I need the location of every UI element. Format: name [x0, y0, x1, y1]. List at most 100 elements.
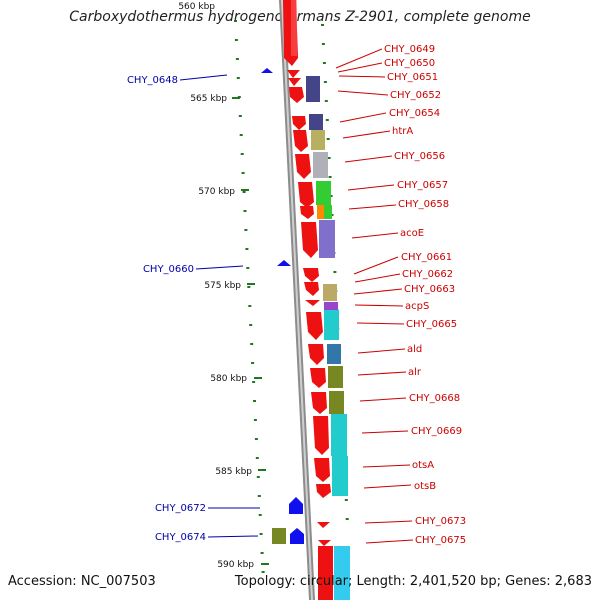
- gene-block[interactable]: [317, 205, 325, 219]
- gene-label-acoE[interactable]: acoE: [400, 228, 424, 239]
- minor-tick: [322, 62, 326, 64]
- gene-label-ald[interactable]: ald: [407, 344, 422, 355]
- gene-block[interactable]: [309, 114, 323, 130]
- gene-label-CHY_0648[interactable]: CHY_0648: [127, 75, 178, 86]
- gene-label-CHY_0658[interactable]: CHY_0658: [398, 199, 449, 210]
- cds-feature[interactable]: [303, 268, 319, 282]
- cds-feature[interactable]: [317, 522, 330, 528]
- minor-tick: [258, 514, 262, 516]
- gene-block[interactable]: [332, 456, 348, 496]
- gene-block[interactable]: [272, 528, 286, 544]
- tick-label: 565 kbp: [190, 94, 227, 104]
- cds-feature[interactable]: [308, 344, 324, 365]
- gene-label-CHY_0654[interactable]: CHY_0654: [389, 108, 440, 119]
- genome-backbone: [279, 0, 315, 600]
- cds-feature[interactable]: [314, 458, 330, 482]
- gene-feature-CHY_0660[interactable]: [277, 260, 291, 266]
- minor-tick: [234, 20, 237, 22]
- cds-feature[interactable]: [293, 130, 308, 152]
- tick-label: 580 kbp: [210, 374, 247, 384]
- cds-feature[interactable]: [318, 540, 331, 546]
- cds-feature[interactable]: [301, 222, 318, 258]
- gene-label-CHY_0650[interactable]: CHY_0650: [384, 58, 435, 69]
- gene-block[interactable]: [316, 181, 331, 205]
- tick-590: 590 kbp: [217, 560, 269, 570]
- tick-label: 590 kbp: [217, 560, 254, 570]
- gene-label-CHY_0663[interactable]: CHY_0663: [404, 284, 455, 295]
- minor-tick: [325, 119, 329, 121]
- gene-block[interactable]: [324, 310, 339, 340]
- minor-tick: [327, 157, 331, 159]
- gene-label-CHY_0662[interactable]: CHY_0662: [402, 269, 453, 280]
- cds-feature[interactable]: [310, 368, 326, 388]
- minor-tick: [241, 172, 245, 174]
- gene-label-CHY_0656[interactable]: CHY_0656: [394, 151, 445, 162]
- gene-feature-CHY_0672[interactable]: [289, 497, 303, 514]
- gene-block[interactable]: [311, 130, 325, 150]
- gene-label-CHY_0651[interactable]: CHY_0651: [387, 72, 438, 83]
- minor-tick: [243, 210, 247, 212]
- gene-block[interactable]: [324, 205, 332, 219]
- gene-label-CHY_0665[interactable]: CHY_0665: [406, 319, 457, 330]
- gene-label-CHY_0675[interactable]: CHY_0675: [415, 535, 466, 546]
- gene-label-CHY_0672[interactable]: CHY_0672: [155, 503, 206, 514]
- blue-features: [261, 68, 304, 544]
- gene-block[interactable]: [319, 220, 335, 258]
- cds-feature[interactable]: [311, 392, 327, 414]
- gene-label-CHY_0673[interactable]: CHY_0673: [415, 516, 466, 527]
- gene-block[interactable]: [329, 391, 344, 414]
- cds-feature[interactable]: [298, 182, 314, 208]
- minor-tick: [259, 533, 263, 535]
- gene-block[interactable]: [327, 344, 341, 364]
- gene-label-otsB[interactable]: otsB: [414, 481, 436, 492]
- gene-label-CHY_0649[interactable]: CHY_0649: [384, 44, 435, 55]
- minor-tick: [256, 476, 260, 478]
- minor-tick: [345, 518, 349, 520]
- cds-feature[interactable]: [295, 154, 311, 179]
- cds-feature[interactable]: [304, 282, 319, 296]
- minor-tick: [344, 499, 348, 501]
- cds-feature[interactable]: [305, 300, 320, 306]
- gene-block[interactable]: [313, 152, 328, 178]
- gene-label-CHY_0660[interactable]: CHY_0660: [143, 264, 194, 275]
- gene-label-CHY_0674[interactable]: CHY_0674: [155, 532, 206, 543]
- minor-tick: [245, 248, 249, 250]
- cds-feature[interactable]: [316, 484, 331, 498]
- cds-feature[interactable]: [313, 416, 329, 455]
- cds-feature[interactable]: [288, 78, 301, 86]
- cds-feature[interactable]: [287, 70, 300, 78]
- gene-label-CHY_0668[interactable]: CHY_0668: [409, 393, 460, 404]
- tick-label: 585 kbp: [215, 467, 252, 477]
- gene-block[interactable]: [324, 302, 338, 310]
- gene-block[interactable]: [331, 414, 347, 456]
- gene-block[interactable]: [334, 546, 350, 600]
- gene-label-CHY_0652[interactable]: CHY_0652: [390, 90, 441, 101]
- minor-tick: [251, 362, 255, 364]
- gene-block[interactable]: [306, 76, 320, 102]
- gene-feature-CHY_0674[interactable]: [290, 528, 304, 544]
- left-callouts: [179, 74, 260, 538]
- cds-feature[interactable]: [292, 116, 306, 130]
- minor-tick: [248, 305, 252, 307]
- tick-570: 570 kbp: [198, 187, 249, 197]
- gene-feature-CHY_0648[interactable]: [261, 68, 273, 73]
- cds-feature[interactable]: [300, 206, 314, 219]
- gene-label-acpS[interactable]: acpS: [405, 301, 429, 312]
- cds-feature[interactable]: [306, 312, 323, 340]
- cds-feature[interactable]: [289, 87, 304, 103]
- gene-label-CHY_0657[interactable]: CHY_0657: [397, 180, 448, 191]
- gene-label-CHY_0669[interactable]: CHY_0669: [411, 426, 462, 437]
- minor-tick: [252, 381, 256, 383]
- gene-label-CHY_0661[interactable]: CHY_0661: [401, 252, 452, 263]
- gene-label-htrA[interactable]: htrA: [392, 126, 413, 137]
- cds-feature[interactable]: [318, 546, 333, 600]
- gene-block[interactable]: [328, 366, 343, 388]
- gene-block[interactable]: [323, 284, 337, 301]
- map-title: Carboxydothermus hydrogenoformans Z-2901…: [69, 9, 531, 25]
- gene-label-alr[interactable]: alr: [408, 367, 422, 378]
- minor-tick: [321, 43, 325, 45]
- minor-tick: [323, 81, 327, 83]
- gene-label-otsA[interactable]: otsA: [412, 460, 434, 471]
- minor-tick: [324, 100, 328, 102]
